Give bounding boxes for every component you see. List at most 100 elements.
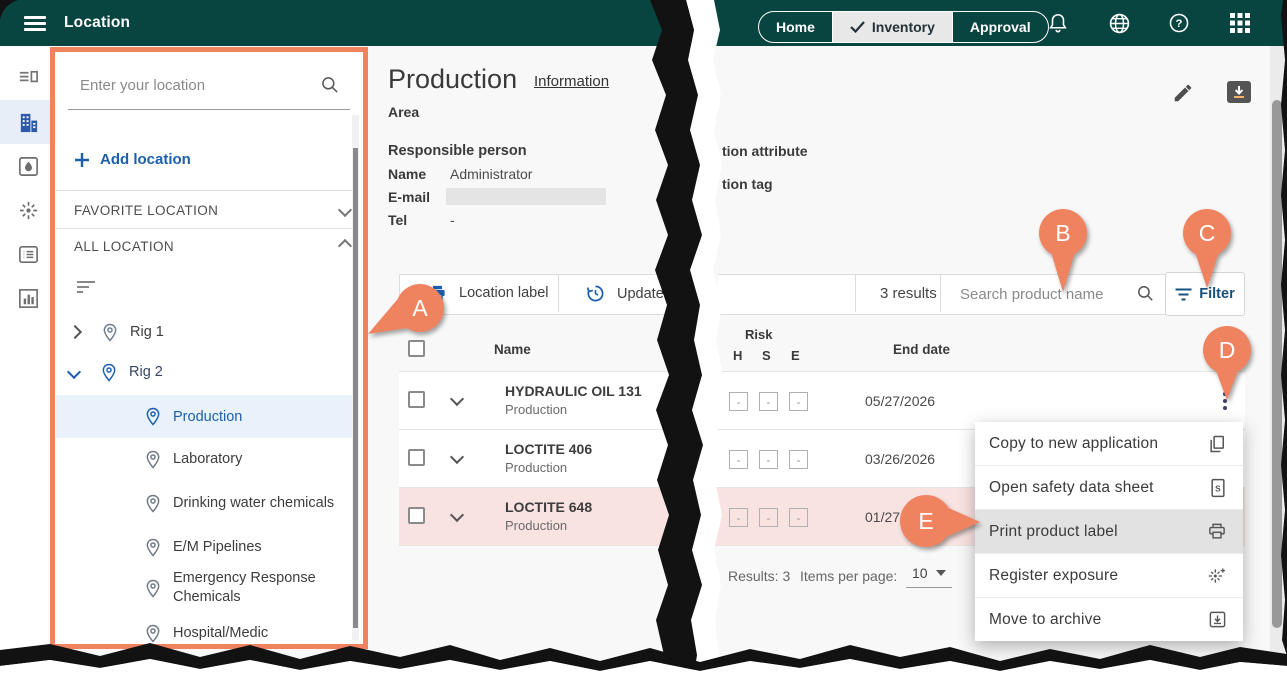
tel-label: Tel [388, 212, 408, 228]
tab-inventory[interactable]: Inventory [831, 12, 952, 42]
column-header-risk-s: S [762, 348, 771, 363]
sidebar-item-statistics[interactable] [0, 276, 56, 320]
information-link[interactable]: Information [534, 73, 610, 90]
tab-approval[interactable]: Approval [951, 12, 1048, 42]
notifications-bell-icon[interactable] [1046, 11, 1070, 35]
hamburger-menu-icon[interactable] [24, 13, 46, 34]
menu-item-copy[interactable]: Copy to new application [975, 422, 1243, 466]
tree-item-laboratory[interactable]: Laboratory [56, 442, 352, 476]
row-checkbox[interactable] [408, 449, 425, 466]
product-row[interactable]: LOCTITE 406 Production [399, 429, 843, 488]
risk-badge-e: - [789, 392, 808, 411]
menu-item-register-exposure[interactable]: Register exposure [975, 554, 1243, 598]
row-checkbox[interactable] [408, 507, 425, 524]
select-all-checkbox[interactable] [408, 340, 425, 357]
bar-chart-icon [17, 287, 40, 310]
sidebar-item-queue[interactable] [0, 56, 56, 100]
row-context-menu: Copy to new application Open safety data… [975, 422, 1243, 641]
location-pin-icon [101, 363, 117, 382]
product-row-right[interactable]: - - - 05/27/2026 [715, 371, 1245, 430]
edit-pencil-icon[interactable] [1172, 82, 1194, 104]
help-icon[interactable]: ? [1167, 11, 1191, 35]
tree-item-production[interactable]: Production [56, 395, 352, 438]
filter-icon [1175, 288, 1192, 301]
favorite-location-section[interactable]: FAVORITE LOCATION [74, 199, 353, 221]
product-row-highlighted[interactable]: LOCTITE 648 Production [399, 487, 843, 546]
toolbar-divider [940, 275, 941, 312]
sidebar-item-reports[interactable] [0, 232, 56, 276]
apps-grid-icon[interactable] [1228, 11, 1252, 35]
tree-item-drinking-water[interactable]: Drinking water chemicals [56, 486, 352, 520]
location-pin-icon [145, 538, 161, 557]
queue-list-icon [17, 67, 40, 90]
tab-home[interactable]: Home [776, 19, 815, 35]
product-row[interactable]: HYDRAULIC OIL 131 Production [399, 371, 843, 430]
footer-results: Results: 3 [728, 568, 791, 584]
name-value: Administrator [450, 166, 533, 182]
menu-item-print-label[interactable]: Print product label [975, 510, 1243, 554]
row-checkbox[interactable] [408, 391, 425, 408]
risk-badge-e: - [789, 508, 808, 527]
results-count: 3 results [880, 285, 937, 302]
responsible-person-label: Responsible person [388, 143, 527, 159]
svg-text:?: ? [1176, 18, 1183, 30]
menu-item-open-sds[interactable]: Open safety data sheet S [975, 466, 1243, 510]
exposure-sparkle-icon [1207, 566, 1227, 586]
page-scrollbar-thumb[interactable] [1272, 100, 1282, 628]
risk-badge-s: - [759, 450, 778, 469]
all-location-section[interactable]: ALL LOCATION [74, 235, 353, 257]
location-pin-icon [145, 494, 161, 513]
update-quantity-button[interactable]: Update qu [586, 284, 684, 303]
risk-badge-h: - [729, 508, 748, 527]
tree-item-rig1[interactable]: Rig 1 [56, 315, 352, 349]
risk-badge-s: - [759, 508, 778, 527]
expand-chevron-icon[interactable] [449, 507, 465, 523]
chevron-down-icon [935, 570, 946, 576]
menu-item-move-to-archive[interactable]: Move to archive [975, 598, 1243, 641]
risk-badge-h: - [729, 450, 748, 469]
column-header-risk-e: E [791, 348, 800, 363]
filter-button[interactable]: Filter [1165, 272, 1245, 316]
sparkle-icon [17, 199, 40, 222]
risk-badge-e: - [789, 450, 808, 469]
archive-icon [1208, 610, 1227, 629]
chevron-down-icon [66, 364, 82, 380]
building-icon [17, 111, 40, 134]
safety-data-sheet-icon: S [1209, 478, 1227, 498]
table-toolbar-right: 3 results [718, 274, 1242, 315]
tree-item-emergency-chemicals[interactable]: Emergency Response Chemicals [56, 564, 352, 612]
divider [56, 190, 352, 191]
language-globe-icon[interactable] [1107, 11, 1131, 35]
location-search-input[interactable] [78, 76, 312, 95]
search-icon[interactable] [1136, 284, 1155, 303]
column-header-end-date: End date [893, 342, 951, 357]
expand-chevron-icon[interactable] [449, 391, 465, 407]
add-location-button[interactable]: Add location [74, 151, 191, 168]
column-header-risk: Risk [745, 327, 773, 342]
panel-scrollbar-thumb[interactable] [353, 148, 358, 628]
area-label: Area [388, 104, 420, 120]
tree-item-pipelines[interactable]: E/M Pipelines [56, 530, 352, 564]
copy-icon [1207, 434, 1227, 454]
location-pin-icon [145, 624, 161, 643]
product-search-input[interactable] [958, 285, 1142, 304]
expand-chevron-icon[interactable] [449, 449, 465, 465]
toolbar-divider [558, 275, 559, 312]
app-header: Location Home Inventory Approval ? [0, 0, 1287, 46]
detail-title: Production [388, 64, 518, 94]
row-kebab-menu-icon[interactable] [1218, 389, 1232, 415]
tree-item-hospital[interactable]: Hospital/Medic [56, 616, 352, 650]
archive-box-icon[interactable] [1226, 80, 1252, 104]
location-label-button[interactable]: Location label [428, 284, 549, 302]
search-icon[interactable] [320, 75, 340, 95]
sidebar-item-exposure[interactable] [0, 188, 56, 232]
sidebar-item-hazard[interactable] [0, 144, 56, 188]
sort-icon[interactable] [76, 280, 98, 294]
page-size-select[interactable]: 10 [906, 565, 952, 588]
sidebar-item-location[interactable] [0, 100, 56, 144]
main-nav-tabs: Home Inventory Approval [758, 11, 1049, 43]
plus-icon [74, 152, 90, 168]
location-pin-icon [102, 323, 118, 342]
column-header-risk-h: H [733, 348, 743, 363]
tree-item-rig2[interactable]: Rig 2 [56, 355, 352, 389]
